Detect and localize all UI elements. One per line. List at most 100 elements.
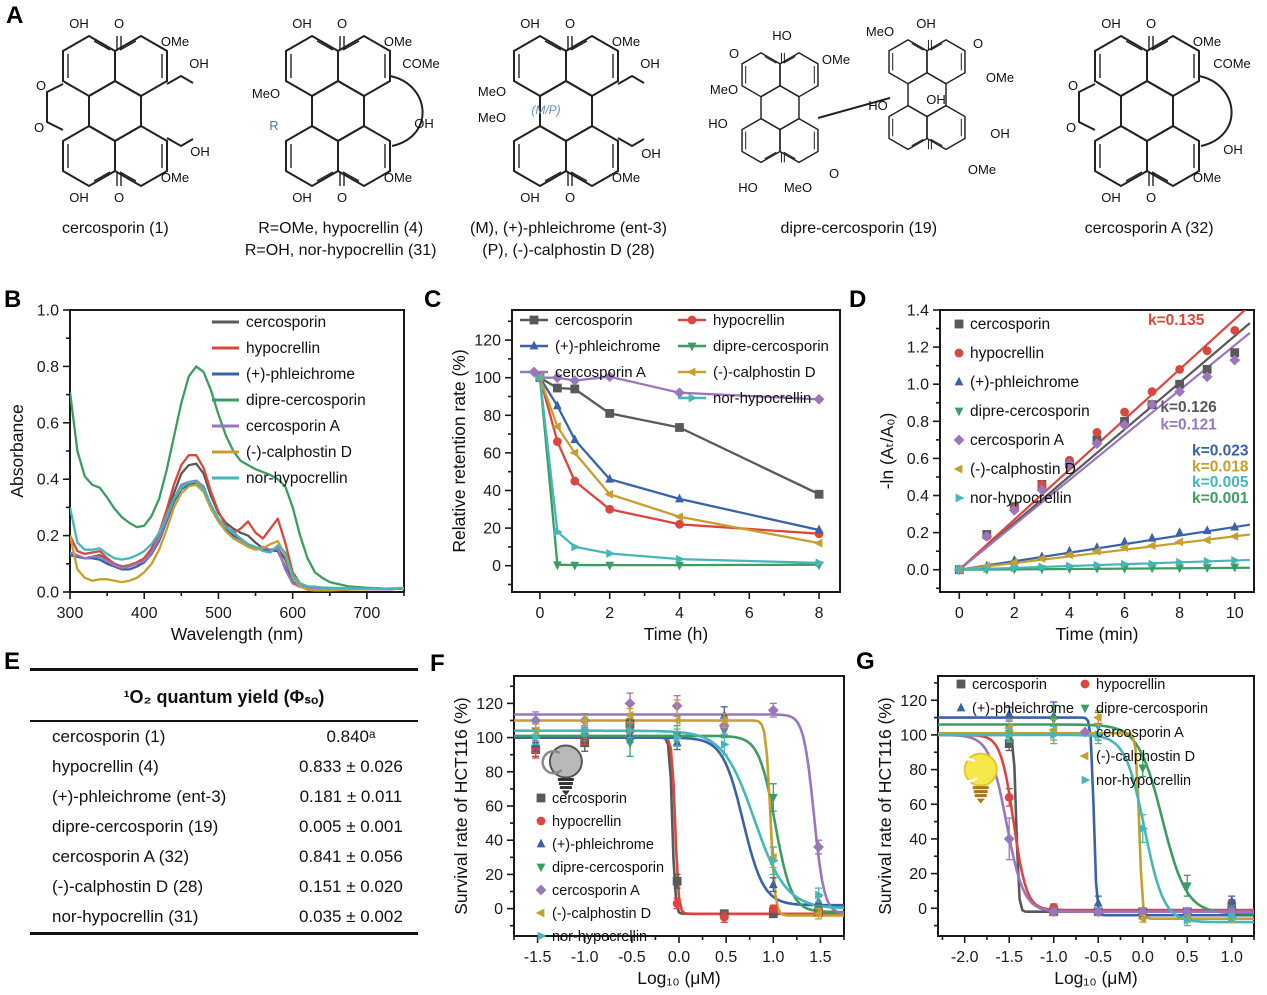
svg-text:(+)-phleichrome: (+)-phleichrome <box>970 374 1079 391</box>
svg-text:(-)-calphostin D: (-)-calphostin D <box>1096 749 1195 765</box>
svg-text:1.0: 1.0 <box>762 949 784 966</box>
svg-text:100: 100 <box>900 727 927 744</box>
svg-text:OMe: OMe <box>384 34 412 49</box>
rate-constant-annotation: k=0.018 <box>1192 458 1249 475</box>
svg-text:O: O <box>829 166 839 181</box>
cercosporin-a-caption: cercosporin A (32) <box>1084 220 1214 237</box>
svg-text:0.5: 0.5 <box>715 949 737 966</box>
svg-text:OMe: OMe <box>968 162 996 177</box>
svg-text:8: 8 <box>1175 605 1184 622</box>
svg-text:0: 0 <box>535 605 544 622</box>
cercosporin-caption: cercosporin (1) <box>62 220 169 237</box>
svg-text:40: 40 <box>485 833 503 850</box>
molecule-dipre-cercosporin: O HO OMe MeO HO HO MeO O MeO OH O OMe HO… <box>694 6 1024 240</box>
svg-text:MeO: MeO <box>478 110 506 125</box>
panel-a-structures: OH O OMe OH O O OH OMe O OH cercosporin … <box>0 6 1267 284</box>
svg-text:MeO: MeO <box>710 82 738 97</box>
x-axis-title: Log₁₀ (μM) <box>637 968 721 988</box>
svg-text:cercosporin A: cercosporin A <box>970 432 1065 449</box>
svg-text:OH: OH <box>190 56 210 71</box>
svg-text:700: 700 <box>354 605 381 622</box>
svg-text:O: O <box>565 16 575 31</box>
dark-cytotoxicity-chart: -1.5 -1.0 -0.5 0.0 0.5 1.0 1.5 0 20 40 60 80 100 120 L… <box>450 664 856 992</box>
svg-text:O: O <box>973 36 983 51</box>
svg-text:O: O <box>1066 120 1076 135</box>
x-axis-title: Time (h) <box>644 624 709 644</box>
legend: cercosporin (+)-phleichrome cercosporin A h… <box>520 312 829 407</box>
svg-text:O: O <box>337 16 347 31</box>
svg-text:(-)-calphostin D: (-)-calphostin D <box>246 444 352 461</box>
svg-text:OH: OH <box>414 116 434 131</box>
svg-text:OH: OH <box>520 16 540 31</box>
svg-text:hypocrellin: hypocrellin <box>970 345 1044 362</box>
dipre-cercosporin-caption: dipre-cercosporin (19) <box>780 220 938 237</box>
svg-text:OMe: OMe <box>384 170 412 185</box>
svg-text:600: 600 <box>279 605 306 622</box>
svg-text:cercosporin A: cercosporin A <box>1096 725 1184 741</box>
svg-text:cercosporin: cercosporin <box>555 312 633 329</box>
svg-text:(+)-phleichrome: (+)-phleichrome <box>246 366 355 383</box>
svg-text:0.6: 0.6 <box>907 451 929 468</box>
svg-text:O: O <box>114 190 124 205</box>
svg-text:OH: OH <box>926 92 946 107</box>
y-axis-title: Survival rate of HCT116 (%) <box>451 697 471 915</box>
svg-text:0.4: 0.4 <box>37 472 59 489</box>
svg-text:cercosporin: cercosporin <box>970 316 1050 333</box>
svg-text:120: 120 <box>900 693 927 710</box>
svg-text:nor-hypocrellin: nor-hypocrellin <box>1096 773 1191 789</box>
axes: -2.0 -1.5 -1.0 -0.5 0.0 0.5 1.0 0 20 40 60 80 100 120… <box>875 675 1255 988</box>
svg-text:OH: OH <box>1223 142 1243 157</box>
svg-text:(-)-calphostin D: (-)-calphostin D <box>970 461 1076 478</box>
svg-text:0.0: 0.0 <box>1132 949 1154 966</box>
svg-text:hypocrellin: hypocrellin <box>246 340 320 357</box>
dark-lightbulb-icon <box>541 744 583 796</box>
svg-text:cercosporin A: cercosporin A <box>246 418 341 435</box>
panel-d-label: D <box>849 286 867 313</box>
light-lightbulb-icon <box>956 752 998 804</box>
rate-constant-annotation: k=0.023 <box>1192 443 1249 460</box>
svg-text:HO: HO <box>772 28 792 43</box>
svg-text:20: 20 <box>909 866 927 883</box>
svg-text:2: 2 <box>1010 605 1019 622</box>
svg-text:(+)-phleichrome: (+)-phleichrome <box>555 338 660 355</box>
svg-text:0.0: 0.0 <box>907 562 929 579</box>
svg-text:-1.0: -1.0 <box>1040 949 1068 966</box>
table-row: cercosporin A (32) 0.841 ± 0.056 <box>52 847 403 866</box>
svg-text:20: 20 <box>483 521 501 538</box>
svg-text:40: 40 <box>483 483 501 500</box>
table-header: ¹O₂ quantum yield (Φₛₒ) <box>30 669 418 722</box>
svg-text:OH: OH <box>1101 16 1121 31</box>
svg-text:0.2: 0.2 <box>907 525 929 542</box>
table-row: (+)-phleichrome (ent-3) 0.181 ± 0.011 <box>52 787 403 806</box>
svg-text:2: 2 <box>605 605 614 622</box>
axes: 300 400 500 600 700 0.0 0.2 0.4 0.6 0.8 1.0 Wavelen… <box>7 303 405 644</box>
svg-text:-0.5: -0.5 <box>618 949 646 966</box>
svg-text:0.6: 0.6 <box>37 415 59 432</box>
phleichrome-caption: (M), (+)-phleichrome (ent-3) (P), (-)-ca… <box>470 220 667 259</box>
svg-text:4: 4 <box>1065 605 1074 622</box>
panel-b-label: B <box>4 286 22 313</box>
svg-text:cercosporin: cercosporin <box>972 677 1047 693</box>
svg-text:cercosporin A: cercosporin A <box>552 883 640 899</box>
svg-text:dipre-cercosporin: dipre-cercosporin <box>552 860 664 876</box>
svg-text:OH: OH <box>292 190 312 205</box>
svg-text:OH: OH <box>520 190 540 205</box>
svg-text:1.0: 1.0 <box>37 303 59 320</box>
svg-text:OH: OH <box>990 126 1010 141</box>
rate-constant-annotation: k=0.121 <box>1160 417 1217 434</box>
table-row: hypocrellin (4) 0.833 ± 0.026 <box>52 757 403 776</box>
svg-text:80: 80 <box>483 408 501 425</box>
svg-text:MeO: MeO <box>478 84 506 99</box>
light-cytotoxicity-chart: -2.0 -1.5 -1.0 -0.5 0.0 0.5 1.0 0 20 40 60 80 100 120… <box>874 664 1266 992</box>
svg-text:dipre-cercosporin: dipre-cercosporin <box>1096 701 1208 717</box>
svg-text:0: 0 <box>492 558 501 575</box>
svg-text:HO: HO <box>708 116 728 131</box>
svg-text:120: 120 <box>474 333 501 350</box>
svg-text:1.5: 1.5 <box>809 949 831 966</box>
svg-text:dipre-cercosporin: dipre-cercosporin <box>713 338 829 355</box>
svg-text:(-)-calphostin D: (-)-calphostin D <box>713 364 816 381</box>
svg-text:O: O <box>114 16 124 31</box>
svg-text:dipre-cercosporin: dipre-cercosporin <box>970 403 1090 420</box>
svg-text:100: 100 <box>474 370 501 387</box>
